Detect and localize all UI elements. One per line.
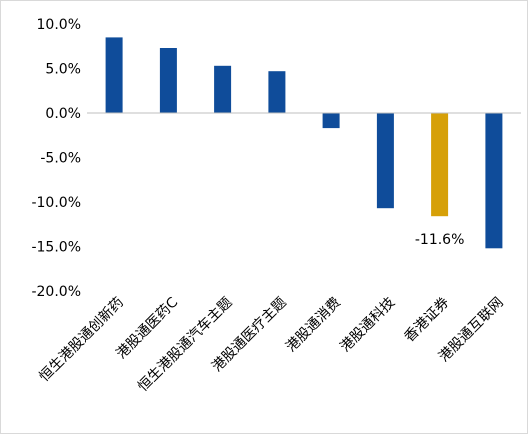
bar xyxy=(376,113,394,209)
y-axis-tick-labels: 10.0% 5.0% 0.0% -5.0% -10.0% -15.0% -20.0% xyxy=(31,17,81,300)
y-tick-label: -5.0% xyxy=(40,151,81,167)
bar xyxy=(268,71,286,113)
x-category-label: 恒生港股通创新药 xyxy=(36,295,127,386)
data-labels: -11.6% xyxy=(415,232,465,248)
bar xyxy=(214,65,232,113)
y-tick-label: 10.0% xyxy=(37,17,81,33)
data-label: -11.6% xyxy=(415,232,465,248)
y-tick-label: 0.0% xyxy=(45,106,81,122)
x-category-label: 香港证券 xyxy=(402,295,453,346)
bar xyxy=(485,113,503,249)
y-tick-label: -10.0% xyxy=(31,195,81,211)
bars xyxy=(105,37,503,249)
x-category-label: 港股通科技 xyxy=(337,295,398,356)
bar xyxy=(105,37,123,114)
bar xyxy=(431,113,449,217)
y-tick-label: 5.0% xyxy=(45,62,81,78)
x-category-label: 恒生港股通汽车主题 xyxy=(134,294,235,395)
x-category-label: 港股通消费 xyxy=(283,295,344,356)
bar xyxy=(159,48,177,113)
y-tick-label: -20.0% xyxy=(31,284,81,300)
x-axis-category-labels: 恒生港股通创新药港股通医药C恒生港股通汽车主题港股通医疗主题港股通消费港股通科技… xyxy=(36,294,506,395)
bar xyxy=(322,113,340,129)
y-tick-label: -15.0% xyxy=(31,240,81,256)
